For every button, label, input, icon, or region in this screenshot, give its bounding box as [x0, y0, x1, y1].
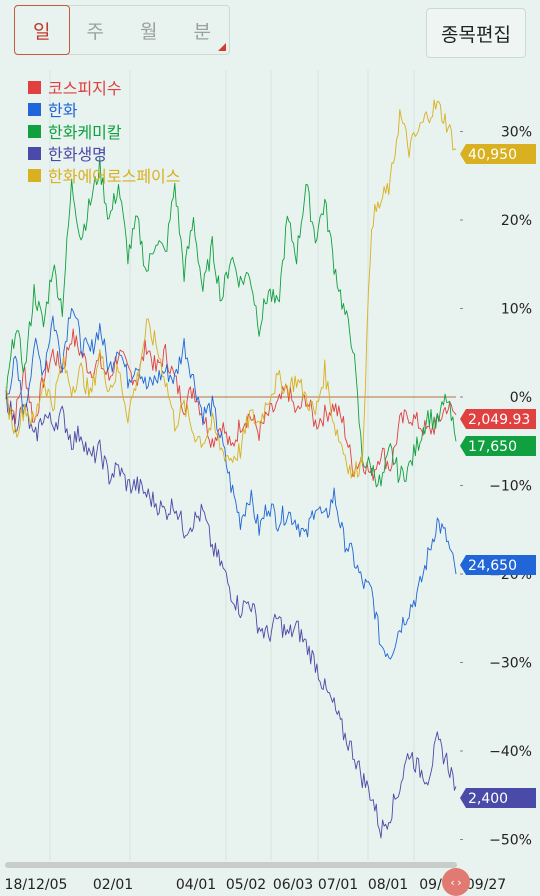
legend-label: 한화생명: [48, 145, 107, 164]
y-tick-label: 10%: [501, 302, 532, 318]
x-tick-label: 08/01: [368, 877, 408, 890]
tab-day[interactable]: 일: [14, 5, 70, 55]
end-value-tag: 2,049.93: [460, 409, 536, 429]
end-value-tag-bg: [460, 436, 536, 456]
legend-item: 한화생명: [28, 142, 180, 164]
legend-label: 코스피지수: [48, 79, 122, 98]
chevron-left-right-icon: ‹›: [449, 875, 463, 889]
end-value-label: 24,650: [468, 558, 517, 574]
y-tick-label: 0%: [510, 390, 532, 406]
x-tick-label: 02/01: [93, 877, 133, 890]
series-line: [5, 307, 457, 660]
end-value-tag-bg: [460, 409, 536, 429]
end-value-label: 2,049.93: [468, 412, 530, 428]
legend-swatch: [28, 168, 41, 182]
dropdown-corner-icon: [218, 43, 226, 51]
y-tick-label: −10%: [489, 479, 532, 495]
legend-item: 코스피지수: [28, 76, 180, 98]
legend-label: 한화: [48, 101, 78, 120]
x-tick-label: 06/03: [273, 877, 313, 890]
y-tick-label: −30%: [489, 656, 532, 672]
end-value-tag: 24,650: [460, 555, 536, 575]
y-tick-label: 30%: [501, 125, 532, 141]
tab-week[interactable]: 주: [86, 20, 104, 43]
legend-swatch: [28, 102, 41, 116]
x-tick-label: 05/02: [226, 877, 266, 890]
legend-swatch: [28, 146, 41, 160]
x-tick-label: 04/01: [176, 877, 216, 890]
end-value-label: 40,950: [468, 147, 517, 163]
end-value-tag: 17,650: [460, 436, 536, 456]
tab-minute[interactable]: 분: [176, 6, 230, 54]
series-line: [5, 99, 457, 479]
series-line: [5, 156, 457, 488]
end-value-tag: 40,950: [460, 144, 536, 164]
end-value-tag-bg: [460, 555, 536, 575]
legend-item: 한화: [28, 98, 180, 120]
y-tick-label: −50%: [489, 833, 532, 849]
end-value-label: 17,650: [468, 439, 517, 455]
legend-label: 한화케미칼: [48, 123, 122, 142]
x-tick-label: 18/12/05: [5, 877, 68, 890]
legend-swatch: [28, 80, 41, 94]
legend-item: 한화에어로스페이스: [28, 164, 180, 186]
series-line: [5, 328, 457, 482]
legend-swatch: [28, 124, 41, 138]
x-tick-label: 09/27: [466, 877, 506, 890]
end-value-tag-bg: [460, 144, 536, 164]
period-tabs: 일 주 월 분: [14, 5, 230, 55]
end-value-tag-bg: [460, 788, 536, 808]
tab-month[interactable]: 월: [140, 20, 158, 43]
chart-scrollbar[interactable]: [5, 862, 457, 868]
legend-label: 한화에어로스페이스: [48, 167, 181, 186]
scroll-handle[interactable]: ‹›: [442, 868, 470, 896]
series-line: [5, 389, 457, 839]
edit-stocks-button[interactable]: 종목편집: [426, 8, 526, 58]
y-tick-label: −40%: [489, 744, 532, 760]
end-value-label: 2,400: [468, 791, 508, 807]
tab-minute-label: 분: [193, 20, 211, 43]
end-value-tag: 2,400: [460, 788, 536, 808]
y-tick-label: 20%: [501, 213, 532, 229]
legend-item: 한화케미칼: [28, 120, 180, 142]
x-tick-label: 07/01: [318, 877, 358, 890]
